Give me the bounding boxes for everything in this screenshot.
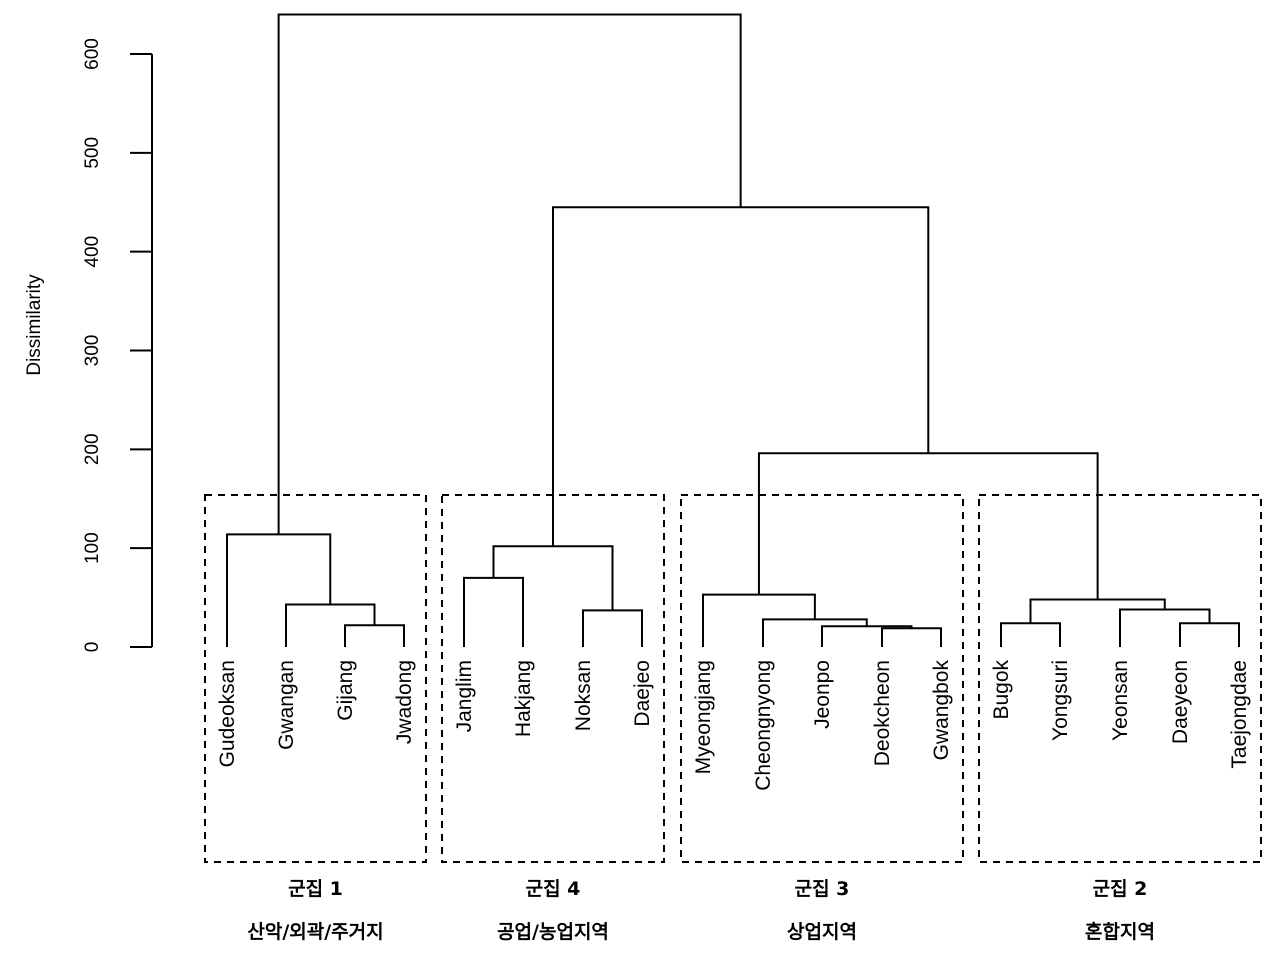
- cluster-description: 상업지역: [787, 921, 857, 943]
- merge-link-m14: [1029, 598, 1166, 624]
- y-tick-label: 0: [82, 642, 103, 653]
- merge-link-m11: [1000, 622, 1061, 647]
- leaf-label: Gijang: [334, 660, 357, 721]
- cluster-box: [204, 494, 427, 863]
- leaf-label: Hakjang: [512, 660, 535, 737]
- y-tick-label: 600: [82, 38, 103, 70]
- merge-link-m16: [552, 206, 930, 547]
- merge-link-m4: [463, 576, 524, 647]
- cluster-name: 군집 3: [795, 878, 850, 900]
- merge-link-m13: [1119, 608, 1211, 647]
- cluster-description: 공업/농업지역: [497, 921, 609, 943]
- y-tick-label: 200: [82, 433, 103, 465]
- merge-link-m12: [1179, 622, 1240, 647]
- leaf-label: Taejongdae: [1228, 660, 1251, 769]
- merge-link-m9: [762, 618, 868, 647]
- leaf-label: Bugok: [990, 660, 1013, 720]
- y-tick-label: 400: [82, 236, 103, 268]
- leaf-label: Cheongnyong: [752, 660, 775, 791]
- leaf-label: Daejeo: [631, 660, 654, 727]
- leaf-label: Gwangbok: [930, 660, 953, 761]
- cluster-name: 군집 4: [526, 878, 581, 900]
- y-axis: 0 100 200 300 400 500 600: [82, 38, 153, 653]
- dendrogram-links: [226, 13, 1240, 647]
- leaf-label: Deokcheon: [871, 660, 894, 766]
- leaf-label: Yongsuri: [1049, 660, 1072, 741]
- leaf-label: Gudeoksan: [216, 660, 239, 767]
- merge-link-m10: [702, 593, 816, 647]
- cluster-name: 군집 2: [1093, 878, 1148, 900]
- y-axis-title: Dissimilarity: [24, 274, 45, 376]
- leaf-label: Jwadong: [393, 660, 416, 744]
- cluster-labels: 군집 1 산악/외곽/주거지 군집 4 공업/농업지역 군집 3 상업지역 군집 2 혼합지역: [247, 878, 1155, 943]
- y-tick-label: 100: [82, 532, 103, 564]
- leaf-label: Noksan: [572, 660, 595, 731]
- y-tick-label: 500: [82, 137, 103, 169]
- cluster-boxes: [204, 494, 1262, 863]
- leaf-label: Gwangan: [275, 660, 298, 750]
- leaf-label: Daeyeon: [1169, 660, 1192, 744]
- merge-link-m8: [821, 625, 913, 647]
- cluster-description: 산악/외곽/주거지: [247, 921, 383, 943]
- cluster-description: 혼합지역: [1085, 920, 1155, 943]
- merge-link-m7: [881, 627, 942, 647]
- leaf-labels: Gudeoksan Gwangan Gijang Jwadong Janglim Hakj…: [216, 660, 1251, 791]
- leaf-label: Myeongjang: [692, 660, 715, 774]
- leaf-label: Janglim: [453, 660, 476, 732]
- merge-link-m17: [277, 13, 742, 535]
- merge-link-m1: [344, 624, 405, 647]
- y-tick-label: 300: [82, 335, 103, 367]
- merge-link-m3: [226, 533, 332, 647]
- cluster-name: 군집 1: [288, 878, 343, 900]
- merge-link-m15: [757, 452, 1099, 600]
- leaf-label: Yeonsan: [1109, 660, 1132, 741]
- merge-link-m5: [582, 609, 643, 647]
- leaf-label: Jeonpo: [811, 660, 834, 729]
